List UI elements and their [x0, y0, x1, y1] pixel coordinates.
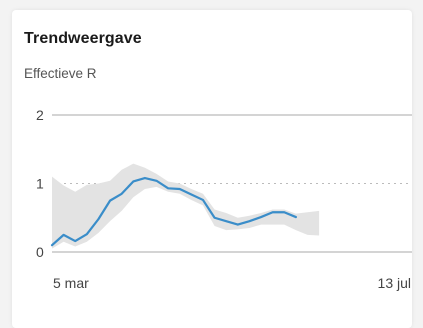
line-layer	[50, 176, 297, 247]
uncertainty-band	[52, 163, 320, 249]
band-layer	[52, 163, 320, 249]
y-tick-2: 2	[36, 107, 44, 123]
x-tick-end: 13 jul	[378, 275, 411, 291]
y-tick-0: 0	[36, 244, 44, 260]
y-tick-1: 1	[36, 176, 44, 192]
label-layer: 2 1 0 5 mar 13 jul	[36, 107, 411, 291]
x-tick-start: 5 mar	[53, 275, 89, 291]
y-axis-label: Effectieve R	[24, 66, 97, 81]
chart-title: Trendweergave	[24, 30, 142, 47]
series-line-0	[50, 176, 297, 247]
trend-card	[12, 10, 412, 328]
